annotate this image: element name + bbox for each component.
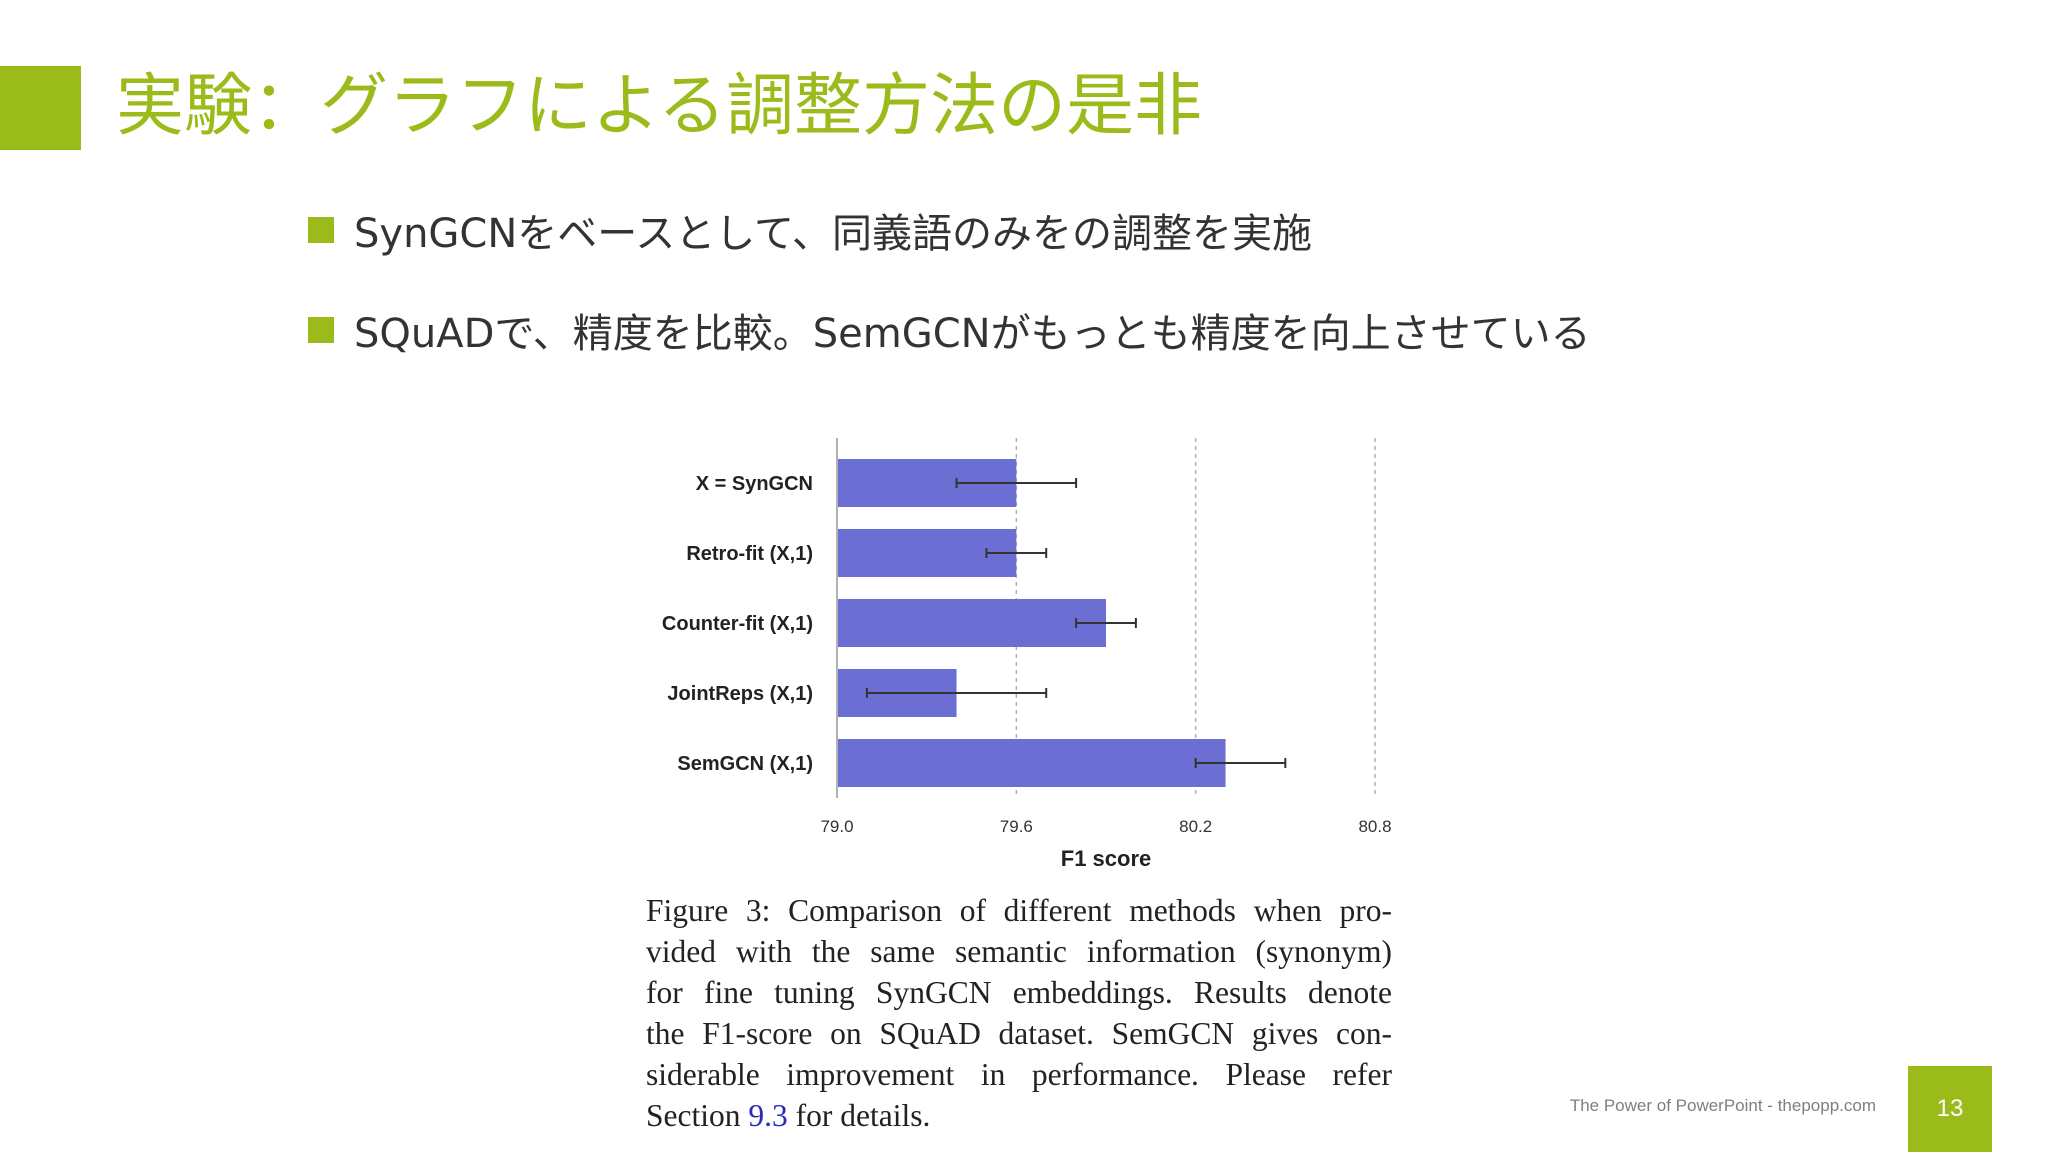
category-label: Retro-fit (X,1) <box>686 543 813 565</box>
category-label: X = SynGCN <box>696 473 813 495</box>
footer-credit: The Power of PowerPoint - thepopp.com <box>1569 1096 1876 1115</box>
caption-line: siderable improvement in performance. Pl… <box>646 1057 1392 1092</box>
section-link[interactable]: 9.3 <box>748 1098 788 1133</box>
x-tick-label: 80.8 <box>1358 817 1391 836</box>
category-label: JointReps (X,1) <box>667 683 813 705</box>
x-axis-label: F1 score <box>1061 846 1152 871</box>
bullet-item: SQuADで、精度を比較。SemGCNがもっとも精度を向上させている <box>308 300 1591 360</box>
category-label: SemGCN (X,1) <box>677 753 813 775</box>
caption-line: Figure 3: Comparison of different method… <box>646 893 1392 928</box>
caption-line: for fine tuning SynGCN embeddings. Resul… <box>646 975 1392 1010</box>
bullet-marker <box>308 217 334 243</box>
title-accent-bar <box>0 66 81 150</box>
page-number: 13 <box>1908 1066 1992 1152</box>
x-tick-label: 79.0 <box>820 817 853 836</box>
caption-line: the F1-score on SQuAD dataset. SemGCN gi… <box>646 1016 1392 1051</box>
figure-caption: Figure 3: Comparison of different method… <box>646 890 1392 1136</box>
bullet-text: SQuADで、精度を比較。SemGCNがもっとも精度を向上させている <box>354 311 1591 357</box>
caption-text: Section <box>646 1098 749 1133</box>
bar <box>838 599 1106 647</box>
caption-text: for details. <box>787 1098 931 1133</box>
bar <box>838 739 1226 787</box>
bullet-item: SynGCNをベースとして、同義語のみをの調整を実施 <box>308 200 1591 260</box>
bullet-list: SynGCNをベースとして、同義語のみをの調整を実施 SQuADで、精度を比較。… <box>308 200 1591 400</box>
x-tick-label: 80.2 <box>1179 817 1212 836</box>
bullet-marker <box>308 317 334 343</box>
caption-line: Section 9.3 for details. <box>646 1095 1392 1136</box>
bullet-text: SynGCNをベースとして、同義語のみをの調整を実施 <box>354 211 1313 257</box>
slide-title: 実験：グラフによる調整方法の是非 <box>116 67 1202 146</box>
x-tick-label: 79.6 <box>1000 817 1033 836</box>
caption-line: vided with the same semantic information… <box>646 934 1392 969</box>
f1-score-bar-chart: X = SynGCN Retro-fit (X,1) Counter-fit (X,… <box>662 438 1392 871</box>
category-label: Counter-fit (X,1) <box>662 613 813 635</box>
